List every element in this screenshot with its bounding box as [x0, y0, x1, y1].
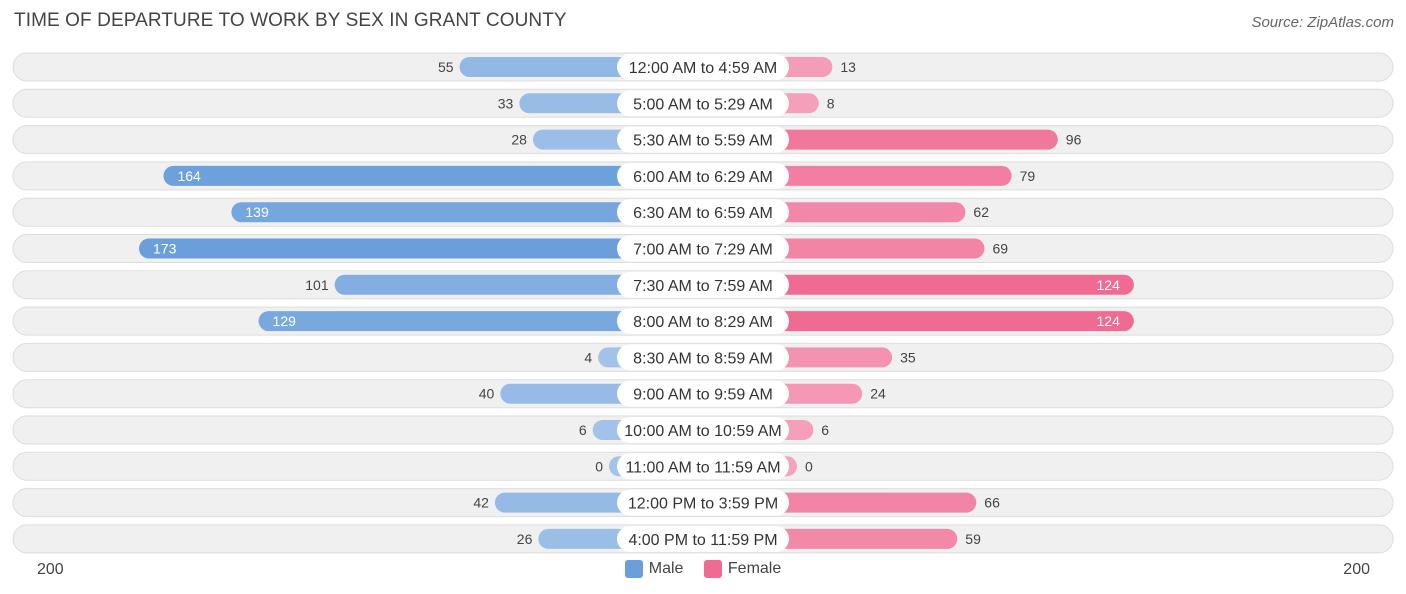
chart-title: TIME OF DEPARTURE TO WORK BY SEX IN GRAN… [14, 10, 567, 31]
value-label-female: 6 [821, 422, 829, 438]
axis-left-label: 200 [37, 561, 64, 578]
legend-label-male: Male [648, 560, 684, 577]
category-pill [617, 380, 789, 407]
legend-item-female[interactable]: Female [703, 560, 782, 578]
category-label: 4:00 PM to 11:59 PM [628, 532, 777, 549]
value-label-male: 173 [153, 241, 177, 257]
axis-right-label: 200 [1343, 561, 1370, 578]
category-pill [617, 453, 789, 480]
value-label-male: 42 [473, 495, 489, 511]
value-label-female: 24 [870, 386, 886, 402]
value-label-female: 59 [965, 531, 981, 547]
value-label-male: 139 [245, 204, 269, 220]
category-pill [617, 199, 789, 226]
category-pill [617, 417, 789, 443]
category-label: 7:00 AM to 7:29 AM [633, 242, 773, 259]
category-label: 6:00 AM to 6:29 AM [633, 169, 773, 186]
bar-female [703, 311, 1134, 332]
category-label: 12:00 PM to 3:59 PM [628, 496, 778, 513]
bar-male [334, 274, 703, 295]
value-label-male: 26 [517, 531, 533, 547]
category-pill [617, 126, 789, 153]
value-label-female: 62 [973, 204, 989, 220]
bar-male [258, 311, 703, 332]
category-label: 10:00 AM to 10:59 AM [624, 423, 781, 440]
value-label-female: 96 [1066, 132, 1082, 148]
value-label-female: 66 [984, 495, 1000, 511]
value-label-male: 4 [584, 349, 592, 365]
value-label-female: 69 [992, 241, 1008, 257]
value-label-male: 6 [579, 422, 587, 438]
value-label-female: 124 [1097, 277, 1121, 293]
value-label-female: 124 [1097, 313, 1121, 329]
bar-male [139, 238, 703, 259]
category-label: 8:00 AM to 8:29 AM [633, 314, 773, 331]
source-label: Source: ZipAtlas.com [1251, 14, 1394, 31]
category-label: 9:00 AM to 9:59 AM [633, 387, 773, 404]
value-label-female: 0 [805, 458, 813, 474]
category-pill [617, 271, 789, 298]
legend-swatch-male [624, 560, 643, 578]
value-label-male: 164 [177, 168, 201, 184]
value-label-male: 55 [438, 59, 454, 75]
bar-female [703, 129, 1058, 150]
value-label-male: 101 [305, 277, 329, 293]
value-label-female: 79 [1020, 168, 1036, 184]
category-pill [617, 344, 789, 371]
category-pill [617, 90, 789, 117]
category-pill [617, 525, 789, 552]
legend-label-female: Female [727, 560, 782, 577]
bar-male [163, 165, 703, 186]
category-pill [617, 54, 789, 80]
category-label: 5:00 AM to 5:29 AM [633, 96, 773, 113]
bar-male [231, 202, 703, 223]
value-label-female: 35 [900, 349, 916, 365]
value-label-male: 40 [479, 386, 495, 402]
bar-female [703, 274, 1134, 295]
value-label-female: 13 [840, 59, 856, 75]
category-pill [617, 235, 789, 262]
value-label-male: 129 [273, 313, 297, 329]
category-pill [617, 489, 789, 516]
legend-swatch-female [703, 560, 722, 578]
value-label-male: 33 [498, 95, 514, 111]
category-pill [617, 162, 789, 189]
category-label: 12:00 AM to 4:59 AM [629, 60, 778, 77]
category-label: 11:00 AM to 11:59 AM [625, 459, 780, 476]
value-label-male: 28 [511, 132, 527, 148]
category-pill [617, 308, 789, 335]
category-label: 6:30 AM to 6:59 AM [633, 205, 773, 222]
category-label: 8:30 AM to 8:59 AM [633, 350, 773, 367]
legend-item-male[interactable]: Male [624, 560, 684, 578]
chart: 12:00 AM to 4:59 AM 55 13 5:00 AM to 5:29 A… [12, 52, 1394, 554]
category-label: 7:30 AM to 7:59 AM [633, 278, 773, 295]
legend: Male Female [0, 560, 1406, 583]
value-label-male: 0 [595, 458, 603, 474]
value-label-female: 8 [827, 95, 835, 111]
category-label: 5:30 AM to 5:59 AM [633, 133, 773, 150]
